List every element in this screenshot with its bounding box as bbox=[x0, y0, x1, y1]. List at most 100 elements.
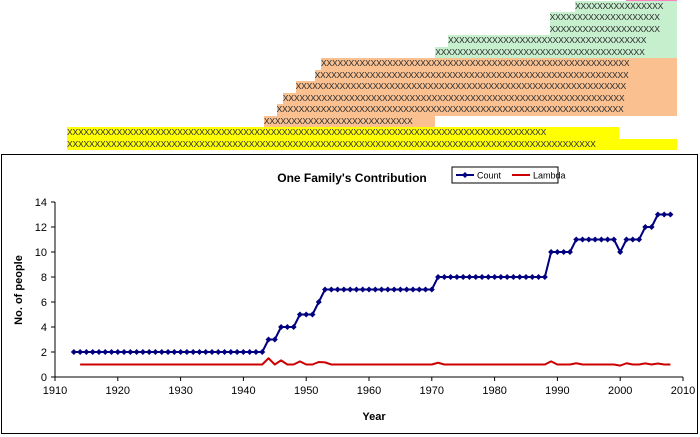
data-point-count bbox=[114, 349, 121, 355]
data-point-count bbox=[535, 274, 542, 280]
data-point-count bbox=[315, 299, 322, 305]
data-point-count bbox=[284, 324, 291, 330]
data-point-count bbox=[353, 286, 360, 293]
line-chart: 1910 1920 1930 1940 1950 1960 1970 1980 1990 2000… bbox=[13, 166, 695, 423]
data-point-count bbox=[617, 249, 624, 255]
data-point-count bbox=[278, 324, 285, 330]
data-point-count bbox=[510, 274, 517, 280]
x-row-peach: XXXXXXXXXXXXXXXXXXXXXXXXXXXXXXXXXXXXXXXX… bbox=[321, 58, 677, 70]
data-point-count bbox=[83, 349, 90, 355]
x-tick-label: 1950 bbox=[294, 385, 318, 397]
x-row-pink: XXXXXXXX bbox=[625, 0, 677, 1]
data-point-count bbox=[121, 349, 128, 355]
data-point-count bbox=[441, 274, 448, 280]
data-point-count bbox=[378, 286, 385, 293]
data-point-count bbox=[290, 324, 297, 330]
data-point-count bbox=[598, 236, 605, 243]
data-point-count bbox=[177, 349, 184, 355]
data-point-count bbox=[648, 224, 655, 230]
y-tick-label: 12 bbox=[35, 222, 47, 234]
x-axis-label: Year bbox=[362, 411, 386, 423]
data-point-count bbox=[227, 349, 234, 355]
data-point-count bbox=[133, 349, 140, 355]
x-tick-label: 1910 bbox=[43, 385, 67, 397]
data-point-count bbox=[523, 274, 529, 280]
data-point-count bbox=[422, 286, 429, 293]
data-point-count bbox=[636, 236, 643, 243]
data-point-count bbox=[541, 274, 548, 280]
data-point-count bbox=[642, 224, 649, 230]
data-point-count bbox=[77, 349, 84, 355]
data-point-count bbox=[585, 236, 592, 243]
data-point-count bbox=[271, 336, 278, 343]
data-point-count bbox=[70, 349, 77, 355]
data-point-count bbox=[384, 286, 391, 293]
data-point-count bbox=[190, 349, 197, 355]
data-point-count bbox=[661, 211, 668, 218]
data-point-count bbox=[654, 211, 661, 218]
data-point-count bbox=[127, 349, 134, 355]
data-point-count bbox=[579, 236, 586, 243]
x-tick-label: 1990 bbox=[545, 385, 569, 397]
y-tick-label: 10 bbox=[35, 247, 47, 259]
data-point-count bbox=[592, 236, 599, 243]
data-point-count bbox=[573, 236, 580, 243]
x-row-green: XXXXXXXXXXXXXXXX bbox=[575, 0, 677, 12]
x-row-peach: XXXXXXXXXXXXXXXXXXXXXXXXXXXXXXXXXXXXXXXX… bbox=[314, 69, 677, 81]
legend-label-lambda: Lambda bbox=[533, 171, 566, 181]
x-row-green: XXXXXXXXXXXXXXXXXXXXXXXXXXXXXXXXXXXXXX bbox=[435, 46, 677, 58]
legend: Count Lambda bbox=[451, 166, 566, 184]
x-tick-label: 2010 bbox=[671, 385, 695, 397]
data-point-count bbox=[196, 349, 203, 355]
y-tick-label: 2 bbox=[41, 347, 47, 359]
x-row-peach: XXXXXXXXXXXXXXXXXXXXXXXXXXXXXXXXXXXXXXXX… bbox=[295, 81, 677, 93]
data-point-count bbox=[309, 311, 316, 318]
data-point-count bbox=[158, 349, 165, 355]
data-point-count bbox=[340, 286, 347, 293]
data-point-count bbox=[403, 286, 410, 293]
data-point-count bbox=[391, 286, 398, 293]
chart-panel: 1910 1920 1930 1940 1950 1960 1970 1980 1990 2000… bbox=[1, 154, 698, 434]
data-point-count bbox=[366, 286, 372, 293]
y-tick-label: 0 bbox=[41, 372, 47, 384]
data-point-count bbox=[296, 311, 303, 318]
data-point-count bbox=[202, 349, 209, 355]
data-point-count bbox=[548, 249, 555, 255]
data-point-count bbox=[240, 349, 247, 355]
x-tick-label: 1980 bbox=[482, 385, 506, 397]
data-point-count bbox=[146, 349, 153, 355]
y-tick-label: 8 bbox=[41, 272, 47, 284]
data-point-count bbox=[259, 349, 266, 355]
contribution-stack-figure: XXXXXXXXXXXXXXXX XXXXXXXXXXXXXXXXXXXX XXXX… bbox=[0, 0, 700, 150]
data-point-count bbox=[466, 274, 473, 280]
data-point-count bbox=[171, 349, 178, 355]
x-row-green: XXXXXXXXXXXXXXXXXXXX bbox=[549, 23, 677, 35]
data-point-count bbox=[183, 349, 190, 355]
data-point-count bbox=[529, 274, 536, 280]
data-point-count bbox=[409, 286, 416, 293]
legend-box bbox=[451, 166, 559, 184]
data-point-count bbox=[629, 236, 636, 243]
data-point-count bbox=[372, 286, 379, 293]
x-row-green: XXXXXXXXXXXXXXXXXXXXXXXXXXXXXXXXXXXX bbox=[448, 35, 677, 47]
data-point-count bbox=[334, 286, 341, 293]
y-tick-label: 14 bbox=[35, 197, 47, 209]
data-point-count bbox=[453, 274, 460, 280]
series-line-count bbox=[73, 213, 671, 353]
x-tick-label: 2000 bbox=[608, 385, 632, 397]
data-point-count bbox=[397, 286, 404, 293]
x-tick-label: 1960 bbox=[357, 385, 381, 397]
data-point-count bbox=[95, 349, 102, 355]
data-point-count bbox=[303, 311, 310, 318]
x-row-peach: XXXXXXXXXXXXXXXXXXXXXXXXXXX bbox=[263, 115, 436, 127]
data-point-count bbox=[215, 349, 222, 355]
x-tick-label: 1930 bbox=[168, 385, 192, 397]
legend-marker-count bbox=[462, 172, 468, 178]
data-point-count bbox=[479, 274, 486, 280]
data-point-count bbox=[504, 274, 511, 280]
data-point-count bbox=[416, 286, 423, 293]
data-point-count bbox=[485, 274, 492, 280]
data-point-count bbox=[139, 349, 146, 355]
x-tick-label: 1920 bbox=[106, 385, 130, 397]
data-point-count bbox=[610, 236, 617, 243]
